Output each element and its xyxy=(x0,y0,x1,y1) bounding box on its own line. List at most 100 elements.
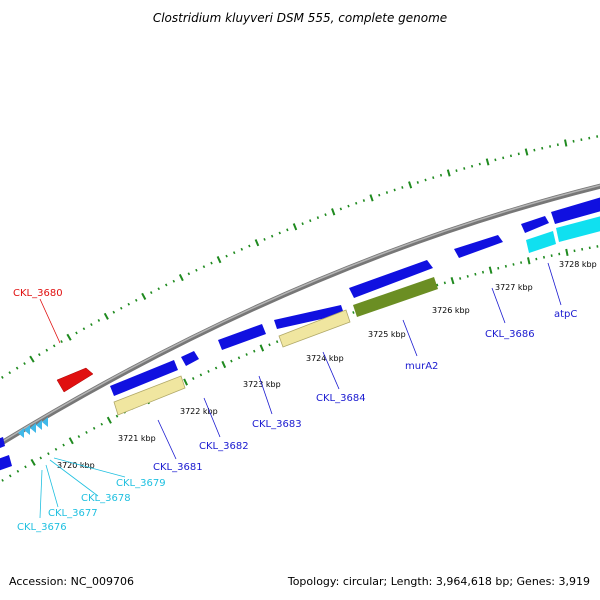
gene-arrow-atpc-upper[interactable] xyxy=(551,196,600,224)
outer-ring-tick xyxy=(378,193,381,197)
outer-ring-tick xyxy=(309,219,312,223)
genome-summary-text: Topology: circular; Length: 3,964,618 bp… xyxy=(287,575,590,588)
outer-ring-tick xyxy=(195,268,198,272)
outer-ring-tick xyxy=(134,298,138,302)
tick-label-3722: 3722 kbp xyxy=(180,407,218,416)
gene-arrow-ckl-3681[interactable] xyxy=(110,360,178,396)
gene-arrow-ckl-3680[interactable] xyxy=(56,367,94,393)
inner-ring-tick xyxy=(512,263,515,266)
gene-label-leaders xyxy=(39,262,562,519)
outer-ring-tick xyxy=(232,251,236,255)
tick-label-3727: 3727 kbp xyxy=(495,283,533,292)
inner-ring-tick xyxy=(207,369,210,373)
gene-label-ckl-3683[interactable]: CKL_3683 xyxy=(252,419,302,430)
inner-ring-tick xyxy=(352,311,355,314)
outer-ring-tick xyxy=(23,362,26,366)
inner-ring-tick xyxy=(39,456,43,460)
inner-ring-tick xyxy=(30,458,36,466)
outer-ring-tick xyxy=(564,139,568,147)
page-title: Clostridium kluyveri DSM 555, complete g… xyxy=(153,11,447,25)
inner-ring-tick xyxy=(68,437,74,445)
outer-ring-tick xyxy=(416,181,419,184)
inner-ring-tick xyxy=(504,264,507,268)
outer-ring-tick xyxy=(97,319,101,322)
outer-ring-tick xyxy=(509,154,512,158)
inner-ring-tick xyxy=(230,359,233,363)
outer-ring-tick xyxy=(225,254,228,258)
gene-label-ckl-3677[interactable]: CKL_3677 xyxy=(48,508,98,519)
gene-arrow-left-edge-top[interactable] xyxy=(0,437,5,450)
outer-ring-tick xyxy=(60,340,63,343)
inner-ring-tick xyxy=(436,283,439,287)
gene-box-cyan-2[interactable] xyxy=(556,215,600,242)
gene-arrow-ckl-3687[interactable] xyxy=(521,216,549,233)
inner-ring-tick xyxy=(54,447,58,451)
outer-ring-tick xyxy=(463,167,466,170)
outer-ring-tick xyxy=(216,255,222,264)
inner-ring-tick xyxy=(183,378,189,386)
gene-arrow-ckl-3682[interactable] xyxy=(181,351,199,366)
inner-ring-tick xyxy=(588,246,591,250)
gene-label-ckl-3686[interactable]: CKL_3686 xyxy=(485,329,535,340)
outer-ring-tick xyxy=(8,371,12,375)
inner-ring-tick xyxy=(100,422,104,426)
genome-backbone-highlight xyxy=(0,184,600,444)
gene-arrow-ckl-3686[interactable] xyxy=(454,235,503,258)
gene-box-cyan-1[interactable] xyxy=(526,231,556,253)
inner-ring-tick xyxy=(497,266,500,270)
outer-ring-tick xyxy=(432,176,435,180)
gene-cluster-small-cyan[interactable] xyxy=(18,417,48,438)
outer-ring-tick xyxy=(270,234,274,238)
inner-ring-tick xyxy=(275,340,279,344)
gene-label-mura2[interactable]: murA2 xyxy=(405,361,438,372)
outer-ring-tick xyxy=(439,173,443,177)
outer-ring-tick xyxy=(286,228,289,232)
inner-ring-tick xyxy=(85,431,88,434)
gene-arrow-ckl-3684[interactable] xyxy=(274,305,344,329)
outer-ring-tick xyxy=(66,333,72,341)
outer-ring-tick xyxy=(263,237,266,241)
gene-label-ckl-3684[interactable]: CKL_3684 xyxy=(316,393,366,404)
gene-box-khaki-2[interactable] xyxy=(278,309,351,348)
outer-ring-tick xyxy=(331,208,336,216)
inner-ring-tick xyxy=(1,478,4,482)
inner-ring-tick xyxy=(459,277,462,280)
outer-ring-tick xyxy=(15,366,19,370)
outer-ring-tick xyxy=(187,272,191,276)
gene-label-ckl-3679[interactable]: CKL_3679 xyxy=(116,478,166,489)
gene-box-olive[interactable] xyxy=(353,277,438,317)
outer-ring-tick xyxy=(408,181,413,189)
inner-ring-tick xyxy=(259,344,265,352)
outer-ring-tick xyxy=(301,222,304,226)
gene-label-ckl-3682[interactable]: CKL_3682 xyxy=(199,441,249,452)
outer-ring-tick xyxy=(401,186,404,189)
outer-ring-tick xyxy=(127,302,131,306)
tick-label-3720: 3720 kbp xyxy=(57,461,95,470)
outer-ring-tick xyxy=(164,283,168,287)
outer-ring-tick xyxy=(541,146,544,150)
gene-label-ckl-3676[interactable]: CKL_3676 xyxy=(17,522,67,533)
gene-label-ckl-3681[interactable]: CKL_3681 xyxy=(153,462,203,473)
inner-ring-tick xyxy=(191,377,195,380)
gene-label-ckl-3680[interactable]: CKL_3680 xyxy=(13,288,63,299)
outer-ring-tick xyxy=(119,306,123,310)
forward-strand-genes xyxy=(0,196,600,472)
gene-arrow-mura2[interactable] xyxy=(349,260,433,298)
inner-ring-tick xyxy=(62,443,65,447)
outer-ring-tick xyxy=(75,331,78,335)
gene-arrow-left-edge[interactable] xyxy=(0,455,12,472)
gene-box-khaki-1[interactable] xyxy=(113,375,186,416)
gene-label-atpc[interactable]: atpC xyxy=(554,309,577,320)
outer-ring-tick xyxy=(112,310,116,314)
outer-ring-tick xyxy=(149,291,153,294)
outer-ring-tick xyxy=(240,247,244,251)
outer-ring-tick xyxy=(485,158,490,166)
outer-ring-tick xyxy=(202,265,206,269)
gene-label-ckl-3678[interactable]: CKL_3678 xyxy=(81,493,131,504)
outer-ring-tick xyxy=(369,194,374,202)
gene-arrow-ckl-3683[interactable] xyxy=(218,324,266,350)
outer-ring-tick xyxy=(339,207,343,211)
inner-ring-tick xyxy=(450,277,455,285)
inner-ring-tick xyxy=(466,274,469,278)
